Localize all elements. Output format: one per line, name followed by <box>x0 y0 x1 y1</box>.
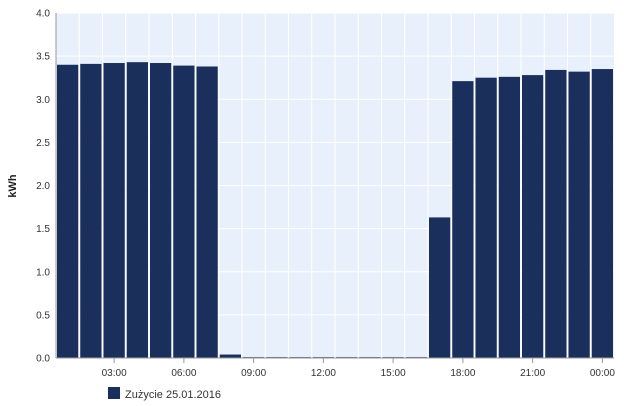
x-tick-label: 15:00 <box>381 368 406 379</box>
legend-label: Zużycie 25.01.2016 <box>125 389 221 401</box>
bar <box>429 217 451 358</box>
bar <box>150 63 172 358</box>
x-tick-label: 21:00 <box>520 368 545 379</box>
y-tick-label: 3.5 <box>36 52 50 63</box>
y-tick-label: 4.0 <box>36 9 50 20</box>
bar <box>173 65 195 359</box>
y-tick-label: 1.0 <box>36 267 50 278</box>
x-tick-label: 00:00 <box>590 368 615 379</box>
x-tick-label: 09:00 <box>241 368 266 379</box>
bars <box>57 62 613 359</box>
x-tick-label: 06:00 <box>171 368 196 379</box>
bar <box>475 77 497 358</box>
x-tick-label: 18:00 <box>450 368 475 379</box>
y-tick-label: 1.5 <box>36 224 50 235</box>
bar <box>57 64 79 358</box>
legend: Zużycie 25.01.2016 <box>108 387 221 401</box>
x-tick-label: 12:00 <box>311 368 336 379</box>
bar <box>196 66 218 358</box>
bar <box>103 63 125 358</box>
y-tick-label: 2.5 <box>36 138 50 149</box>
legend-swatch <box>108 387 120 399</box>
y-tick-labels: 0.0 0.5 1.0 1.5 2.0 2.5 3.0 3.5 4.0 <box>36 9 50 365</box>
y-tick-label: 2.0 <box>36 181 50 192</box>
bar <box>126 62 148 358</box>
grid-lines <box>56 12 614 359</box>
y-tick-label: 0.0 <box>36 354 50 365</box>
bar <box>568 71 590 359</box>
bar <box>452 81 474 358</box>
y-tick-label: 3.0 <box>36 95 50 106</box>
bar <box>522 75 544 358</box>
bar <box>545 69 567 359</box>
bar <box>498 76 520 358</box>
bar <box>591 69 613 358</box>
y-axis-title: kWh <box>7 174 19 198</box>
bar <box>80 63 102 358</box>
x-tick-labels: 03:00 06:00 09:00 12:00 15:00 18:00 21:00 00:00 <box>102 358 615 379</box>
y-tick-label: 0.5 <box>36 310 50 321</box>
x-tick-label: 03:00 <box>102 368 127 379</box>
bar <box>219 354 241 358</box>
